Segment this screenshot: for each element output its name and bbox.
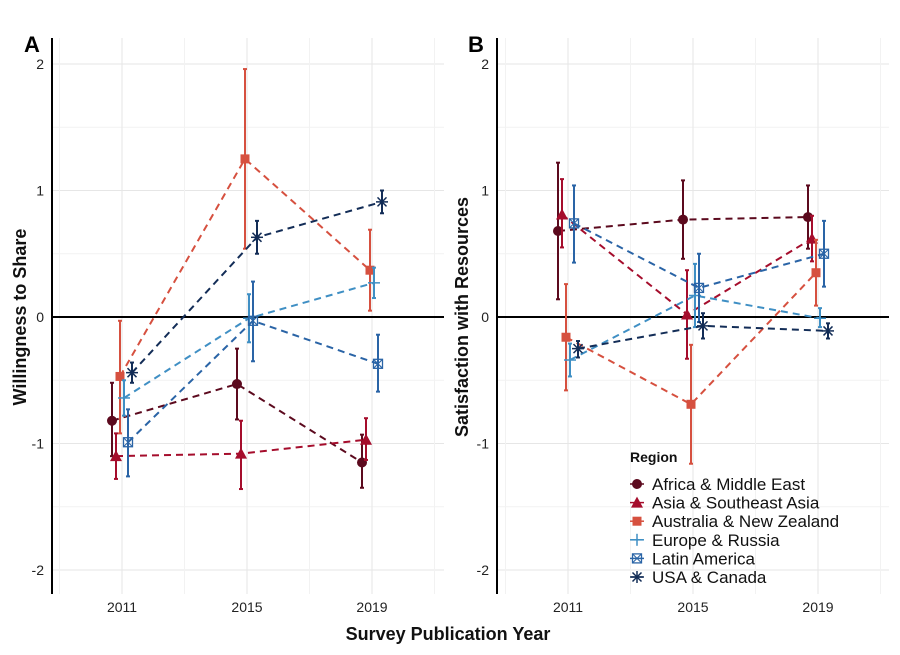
- panel-b-series-usa-canada-point: [697, 319, 709, 332]
- legend-item: Australia & New Zealand: [630, 512, 839, 531]
- panel-a-x-tick-label: 2011: [107, 599, 137, 615]
- panel-b-y-tick-label: 0: [481, 309, 489, 325]
- panel-b-series-europe-russia: [564, 262, 826, 378]
- panel-a-series-latin-america-point: [247, 315, 259, 326]
- legend-marker: [631, 553, 643, 564]
- panel-a-label: A: [24, 32, 40, 57]
- panel-a-series-australia-new-zealand-point: [240, 154, 250, 164]
- panel-b-y-axis-title: Satisfaction with Resources: [452, 197, 472, 437]
- panel-b-series-usa-canada: [572, 312, 834, 359]
- panel-a-series-latin-america-point: [372, 358, 384, 369]
- panel-b-series-europe-russia-point: [564, 354, 576, 367]
- panel-b-series-africa-middle-east-point: [678, 214, 688, 225]
- panel-b-series-latin-america-point: [693, 282, 705, 294]
- legend-item: USA & Canada: [630, 568, 767, 587]
- panel-a-series-europe-russia-point: [118, 391, 130, 404]
- x-axis-title: Survey Publication Year: [346, 624, 551, 644]
- panel-b-series-usa-canada-point: [572, 342, 584, 355]
- panel-a-y-tick-label: -2: [32, 562, 45, 578]
- panel-a-series-latin-america: [122, 280, 384, 478]
- panel-b-series-australia-new-zealand-point: [686, 399, 696, 409]
- panel-b-series-latin-america-point: [818, 248, 830, 259]
- panel-a-series-australia-new-zealand-point: [365, 265, 375, 275]
- panel-a-series-usa-canada: [126, 189, 388, 384]
- panel-b-y-tick-label: -1: [477, 436, 490, 452]
- panel-b-series-australia-new-zealand-point: [811, 268, 821, 278]
- legend-label: Europe & Russia: [652, 531, 780, 550]
- panel-b-series-australia-new-zealand: [561, 238, 821, 465]
- legend-marker: [631, 533, 643, 546]
- panel-b-series-australia-new-zealand-point: [561, 332, 571, 342]
- legend-label: Africa & Middle East: [652, 475, 805, 494]
- legend-item: Europe & Russia: [630, 531, 780, 550]
- legend-label: Asia & Southeast Asia: [652, 494, 820, 513]
- panel-b-series-latin-america-point: [568, 218, 580, 229]
- panel-b-series-africa-middle-east-point: [803, 212, 813, 223]
- legend-item: Asia & Southeast Asia: [630, 494, 820, 513]
- legend-item: Latin America: [630, 549, 756, 568]
- panel-a-series-usa-canada-point: [376, 195, 388, 208]
- panel-b-label: B: [468, 32, 484, 57]
- legend-label: USA & Canada: [652, 568, 767, 587]
- panel-a-series-africa-middle-east-point: [107, 415, 117, 426]
- legend-marker: [632, 516, 642, 526]
- panel-a-series-australia-new-zealand-point: [115, 371, 125, 381]
- panel-b-x-tick-label: 2019: [802, 599, 833, 615]
- legend-marker: [631, 496, 643, 508]
- panel-b-x-tick-label: 2015: [677, 599, 708, 615]
- panel-a-series-africa-middle-east-line: [111, 382, 363, 464]
- panel-a-series-africa-middle-east: [107, 347, 367, 489]
- panel-a-y-tick-label: -1: [32, 436, 45, 452]
- panel-a-x-tick-label: 2019: [356, 599, 387, 615]
- panel-a-series-asia-southeast-asia-point: [360, 433, 372, 445]
- legend-label: Latin America: [652, 549, 756, 568]
- panel-b-series-latin-america: [568, 184, 830, 324]
- panel-a-series-usa-canada-point: [126, 366, 138, 379]
- panel-b-series-asia-southeast-asia-point: [556, 208, 568, 220]
- panel-b-series-usa-canada-line: [577, 324, 829, 350]
- panel-b-series-europe-russia-point: [814, 312, 826, 325]
- panel-b-series-asia-southeast-asia-point: [681, 308, 693, 320]
- panel-a-y-tick-label: 2: [36, 56, 44, 72]
- panel-a-series-europe-russia: [118, 266, 380, 417]
- legend-marker: [632, 479, 642, 489]
- axes-layer: -2 -1 0 1 2 2011 2015 2019 A Willingness to Share…: [10, 32, 889, 615]
- panel-a-series-usa-canada-point: [251, 231, 263, 244]
- legend-title: Region: [630, 449, 677, 465]
- panel-a-series-australia-new-zealand-line: [119, 157, 371, 377]
- legend-label: Australia & New Zealand: [652, 512, 839, 531]
- panel-b-series-africa-middle-east: [553, 161, 813, 301]
- panel-a-y-axis-title: Willingness to Share: [10, 229, 30, 406]
- panel-a-series-latin-america-point: [122, 437, 134, 448]
- panel-b-y-tick-label: 2: [481, 56, 489, 72]
- panel-b-y-tick-label: 1: [481, 183, 489, 199]
- panel-b-y-tick-label: -2: [477, 562, 490, 578]
- panel-a-y-tick-label: 0: [36, 309, 44, 325]
- legend-item: Africa & Middle East: [630, 475, 805, 494]
- panel-a-series-europe-russia-point: [368, 276, 380, 289]
- panel-b-series-asia-southeast-asia: [556, 178, 818, 360]
- panel-a-x-tick-label: 2015: [231, 599, 262, 615]
- panel-a-series-australia-new-zealand: [115, 68, 375, 435]
- panel-b-x-tick-label: 2011: [553, 599, 583, 615]
- panel-a-y-tick-label: 1: [36, 183, 44, 199]
- panel-b-series-africa-middle-east-point: [553, 225, 563, 236]
- panel-b-series-usa-canada-point: [822, 324, 834, 337]
- legend-marker: [631, 571, 643, 583]
- series-layer: [107, 68, 834, 491]
- panel-a-series-asia-southeast-asia-point: [235, 447, 247, 459]
- panel-a-series-asia-southeast-asia-point: [110, 450, 122, 462]
- panel-a-series-africa-middle-east-point: [232, 379, 242, 390]
- panel-a-series-asia-southeast-asia: [110, 417, 372, 491]
